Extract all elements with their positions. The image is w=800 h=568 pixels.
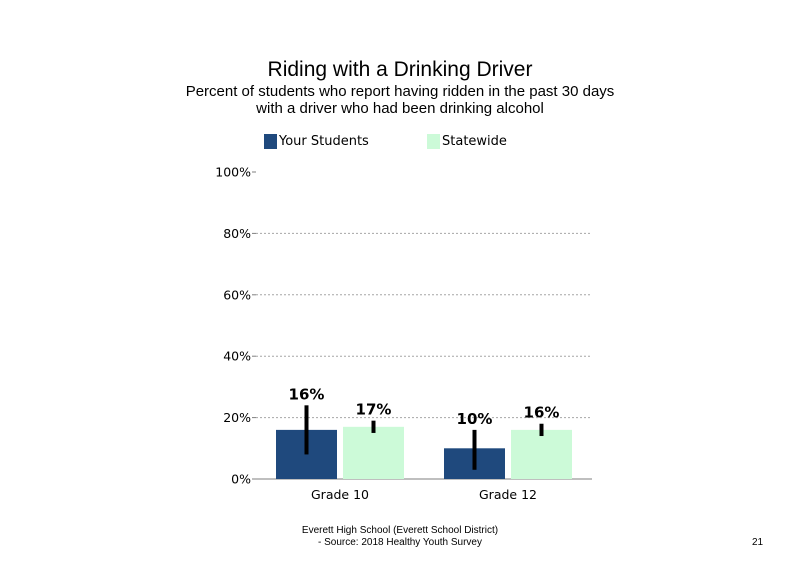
x-tick-label: Grade 12 [479, 487, 537, 502]
chart-title: Riding with a Drinking Driver [267, 58, 533, 81]
footer-source: - Source: 2018 Healthy Youth Survey [318, 537, 482, 548]
y-tick-label: 80% [223, 226, 251, 241]
footer: Everett High School (Everett School Dist… [240, 525, 560, 549]
subtitle-line-2: with a driver who had been drinking alco… [256, 100, 544, 117]
subtitle-line-1: Percent of students who report having ri… [185, 83, 615, 100]
footer-school: Everett High School (Everett School Dist… [301, 525, 499, 536]
data-label: 10% [457, 410, 493, 428]
y-tick-label: 60% [223, 287, 251, 302]
data-label: 17% [356, 401, 392, 419]
legend-swatch-statewide [427, 134, 440, 149]
chart-subtitle: Percent of students who report having ri… [0, 83, 800, 117]
y-tick-label: 0% [231, 472, 251, 487]
y-tick-label: 20% [223, 410, 251, 425]
y-tick-label: 40% [223, 349, 251, 364]
legend-label-your-students: Your Students [279, 134, 369, 149]
y-tick-label: 100% [215, 165, 251, 180]
page-number: 21 [752, 537, 764, 548]
legend-swatch-your-students [264, 134, 277, 149]
bar [343, 426, 404, 479]
data-label: 16% [524, 404, 560, 422]
bar [511, 429, 572, 479]
x-tick-label: Grade 10 [311, 487, 369, 502]
legend-label-statewide: Statewide [442, 134, 507, 149]
data-label: 16% [289, 385, 325, 403]
